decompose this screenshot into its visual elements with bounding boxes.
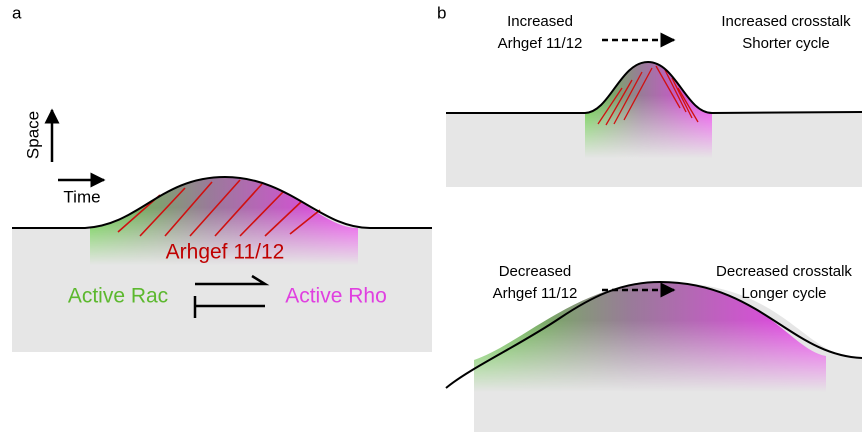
effect-label: Longer cycle bbox=[741, 285, 826, 302]
activity-gradient bbox=[585, 62, 712, 158]
hatching bbox=[117, 179, 321, 237]
membrane-outline bbox=[446, 60, 862, 115]
inhibition-arrow bbox=[193, 296, 265, 318]
protein-label: Arhgef 11/12 bbox=[166, 241, 285, 264]
cause-label: Decreased bbox=[499, 263, 572, 280]
rac-label: Active Rac bbox=[68, 285, 168, 308]
panel-label: b bbox=[437, 3, 446, 22]
membrane-outline bbox=[12, 175, 432, 229]
panel-label: a bbox=[12, 3, 22, 22]
hatching bbox=[597, 65, 699, 126]
effect-label: Shorter cycle bbox=[742, 35, 830, 52]
axis-label: Time bbox=[63, 187, 100, 206]
cause-label: Arhgef 11/12 bbox=[493, 285, 578, 302]
membrane-outline bbox=[445, 280, 862, 389]
activity-gradient bbox=[474, 282, 826, 392]
cause-label: Arhgef 11/12 bbox=[498, 35, 583, 52]
cause-label: Increased bbox=[507, 13, 573, 30]
axis-label: Space bbox=[23, 111, 42, 159]
activation-arrow bbox=[195, 274, 270, 286]
effect-label: Decreased crosstalk bbox=[716, 263, 852, 280]
effect-label: Increased crosstalk bbox=[721, 13, 851, 30]
rho-label: Active Rho bbox=[285, 285, 387, 308]
